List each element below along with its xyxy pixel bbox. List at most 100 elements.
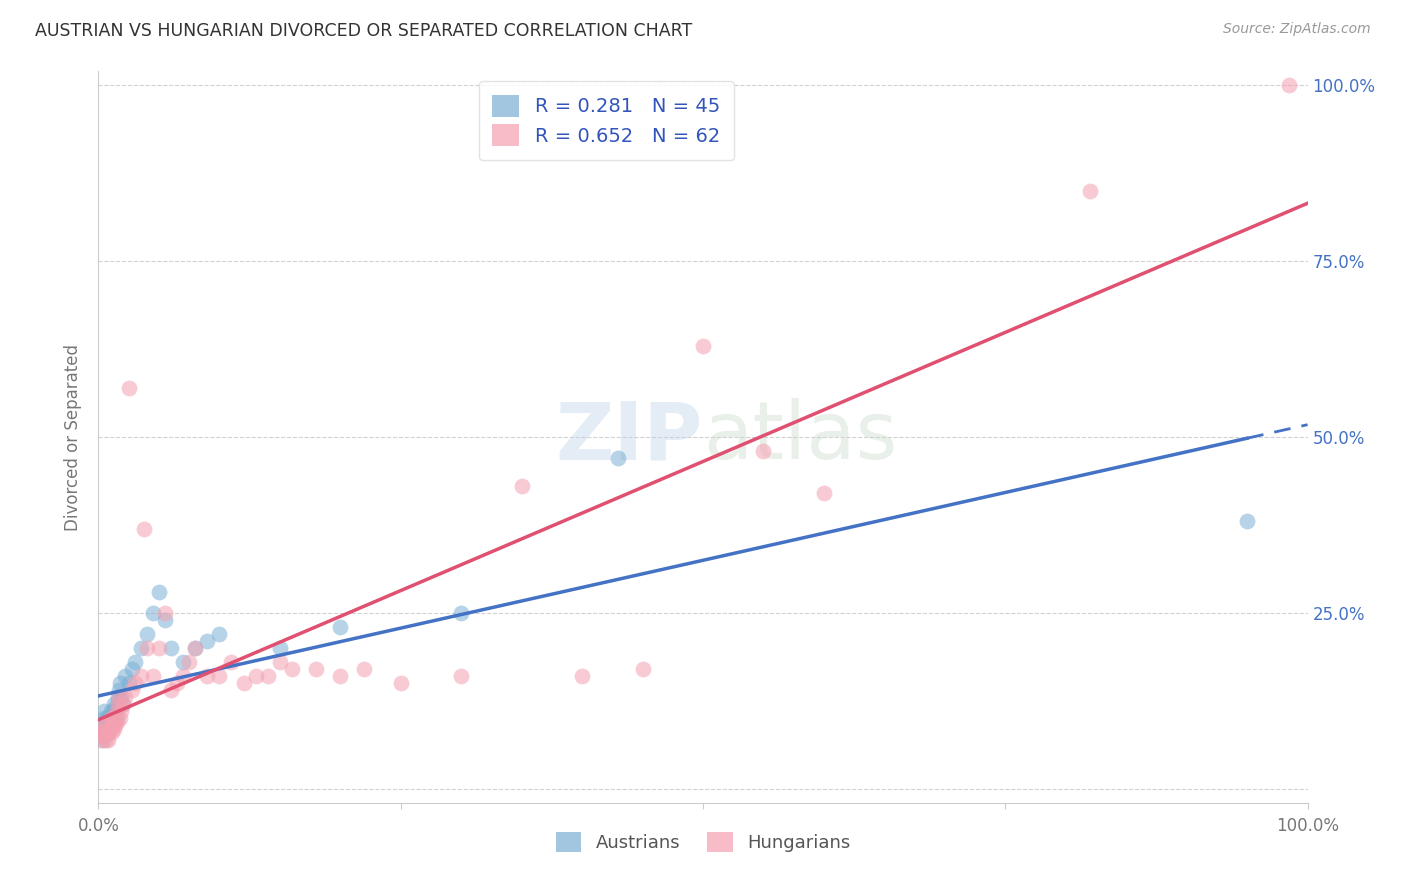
Point — [134, 521, 156, 535]
Point — [269, 655, 291, 669]
Point — [94, 732, 117, 747]
Point — [108, 690, 131, 705]
Point — [91, 718, 114, 732]
Point — [108, 711, 131, 725]
Point — [631, 662, 654, 676]
Legend: Austrians, Hungarians: Austrians, Hungarians — [548, 824, 858, 860]
Point — [153, 606, 176, 620]
Y-axis label: Divorced or Separated: Divorced or Separated — [65, 343, 83, 531]
Point — [329, 669, 352, 683]
Point — [101, 718, 124, 732]
Point — [208, 669, 231, 683]
Point — [142, 606, 165, 620]
Point — [91, 725, 114, 739]
Text: atlas: atlas — [703, 398, 897, 476]
Point — [100, 711, 122, 725]
Point — [111, 698, 134, 712]
Point — [114, 669, 136, 683]
Point — [96, 711, 118, 725]
Point — [96, 725, 118, 739]
Point — [450, 606, 472, 620]
Point — [105, 714, 128, 729]
Point — [98, 725, 121, 739]
Point — [94, 725, 117, 739]
Point — [97, 722, 120, 736]
Point — [184, 641, 207, 656]
Point — [305, 662, 328, 676]
Point — [1078, 184, 1101, 198]
Point — [179, 655, 201, 669]
Point — [114, 690, 136, 705]
Point — [232, 676, 254, 690]
Point — [281, 662, 304, 676]
Point — [1236, 515, 1258, 529]
Point — [108, 683, 131, 698]
Point — [607, 451, 630, 466]
Point — [195, 669, 218, 683]
Point — [353, 662, 375, 676]
Point — [97, 732, 120, 747]
Point — [148, 641, 170, 656]
Point — [389, 676, 412, 690]
Point — [100, 711, 122, 725]
Point — [100, 705, 122, 719]
Point — [124, 655, 146, 669]
Point — [124, 676, 146, 690]
Point — [135, 627, 157, 641]
Point — [107, 690, 129, 705]
Point — [101, 711, 124, 725]
Point — [104, 705, 127, 719]
Point — [91, 729, 114, 743]
Point — [93, 705, 115, 719]
Point — [103, 698, 125, 712]
Point — [93, 711, 115, 725]
Point — [93, 718, 115, 732]
Point — [101, 711, 124, 725]
Point — [148, 584, 170, 599]
Text: AUSTRIAN VS HUNGARIAN DIVORCED OR SEPARATED CORRELATION CHART: AUSTRIAN VS HUNGARIAN DIVORCED OR SEPARA… — [35, 22, 692, 40]
Point — [172, 669, 194, 683]
Text: Source: ZipAtlas.com: Source: ZipAtlas.com — [1223, 22, 1371, 37]
Point — [692, 339, 714, 353]
Point — [110, 705, 132, 719]
Point — [101, 705, 124, 719]
Point — [103, 722, 125, 736]
Point — [103, 711, 125, 725]
Point — [103, 714, 125, 729]
Point — [184, 641, 207, 656]
Point — [105, 705, 128, 719]
Point — [208, 627, 231, 641]
Point — [98, 718, 121, 732]
Point — [160, 683, 183, 698]
Point — [90, 725, 112, 739]
Point — [329, 620, 352, 634]
Point — [142, 669, 165, 683]
Point — [104, 718, 127, 732]
Point — [245, 669, 267, 683]
Point — [221, 655, 243, 669]
Point — [571, 669, 593, 683]
Point — [135, 641, 157, 656]
Point — [97, 711, 120, 725]
Point — [153, 613, 176, 627]
Point — [100, 718, 122, 732]
Point — [91, 732, 114, 747]
Point — [172, 655, 194, 669]
Point — [100, 718, 122, 732]
Point — [450, 669, 472, 683]
Point — [105, 711, 128, 725]
Point — [129, 669, 152, 683]
Point — [110, 690, 132, 705]
Point — [105, 698, 128, 712]
Point — [121, 662, 143, 676]
Point — [752, 444, 775, 458]
Point — [166, 676, 188, 690]
Point — [111, 698, 134, 712]
Point — [160, 641, 183, 656]
Point — [510, 479, 533, 493]
Point — [96, 718, 118, 732]
Point — [256, 669, 278, 683]
Point — [93, 725, 115, 739]
Point — [96, 718, 118, 732]
Text: ZIP: ZIP — [555, 398, 703, 476]
